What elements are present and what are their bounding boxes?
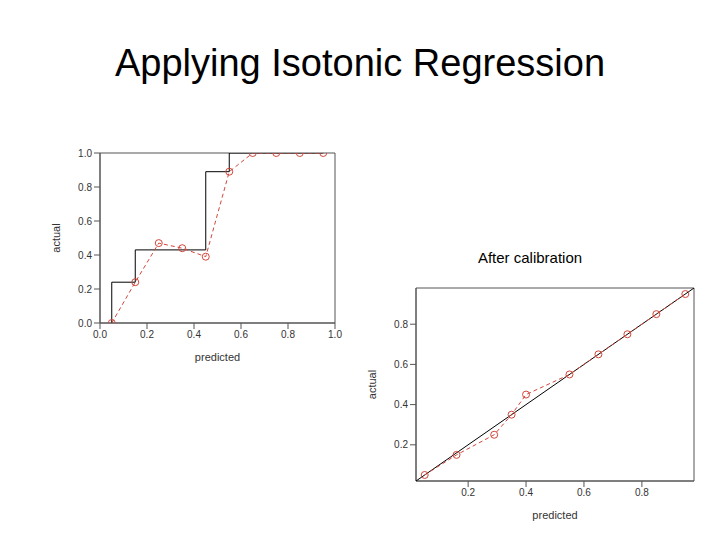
svg-text:0.6: 0.6 <box>234 329 248 340</box>
svg-text:0.4: 0.4 <box>394 399 408 410</box>
svg-text:predicted: predicted <box>532 509 577 521</box>
html-text:Applying Isotonic Regression: Applying Isotonic Regression <box>115 42 605 84</box>
svg-text:0.4: 0.4 <box>78 250 92 261</box>
svg-text:0.6: 0.6 <box>394 359 408 370</box>
svg-text:0.6: 0.6 <box>577 487 591 498</box>
svg-text:0.2: 0.2 <box>140 329 154 340</box>
html-text:After calibration: After calibration <box>477 249 583 266</box>
svg-text:0.8: 0.8 <box>281 329 295 340</box>
svg-text:0.4: 0.4 <box>187 329 201 340</box>
svg-text:0.4: 0.4 <box>519 487 533 498</box>
svg-text:0.2: 0.2 <box>394 439 408 450</box>
svg-text:0.8: 0.8 <box>78 182 92 193</box>
svg-text:1.0: 1.0 <box>328 329 342 340</box>
svg-text:0.8: 0.8 <box>635 487 649 498</box>
svg-text:0.2: 0.2 <box>461 487 475 498</box>
svg-text:0.0: 0.0 <box>93 329 107 340</box>
svg-text:actual: actual <box>366 370 378 399</box>
svg-text:0.2: 0.2 <box>78 284 92 295</box>
svg-text:actual: actual <box>50 223 62 252</box>
svg-text:predicted: predicted <box>195 351 240 363</box>
svg-text:0.8: 0.8 <box>394 319 408 330</box>
svg-text:0.0: 0.0 <box>78 318 92 329</box>
svg-text:1.0: 1.0 <box>78 148 92 159</box>
svg-text:0.6: 0.6 <box>78 216 92 227</box>
